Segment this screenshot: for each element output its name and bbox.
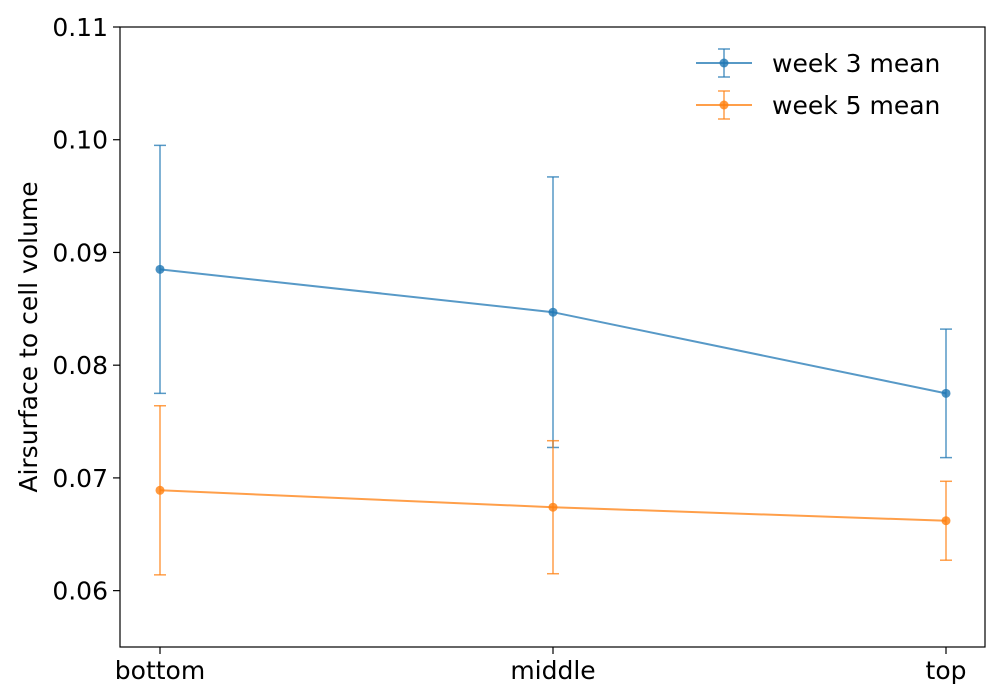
data-point bbox=[941, 388, 951, 398]
data-point bbox=[155, 485, 165, 495]
y-tick-label: 0.06 bbox=[52, 577, 108, 606]
y-tick-label: 0.10 bbox=[52, 126, 108, 155]
legend-marker bbox=[719, 100, 729, 110]
y-tick-label: 0.11 bbox=[52, 13, 108, 42]
legend-label: week 3 mean bbox=[772, 49, 940, 78]
series-1 bbox=[154, 144, 952, 459]
series-2 bbox=[154, 405, 952, 576]
x-tick-label: top bbox=[926, 656, 967, 685]
y-axis-label: Airsurface to cell volume bbox=[14, 181, 43, 492]
legend-marker bbox=[719, 58, 729, 68]
data-point bbox=[548, 502, 558, 512]
legend-label: week 5 mean bbox=[772, 91, 940, 120]
axes: 0.06 0.07 0.08 0.09 0.10 0.11 bottom middle top bbox=[52, 13, 986, 685]
y-tick-label: 0.07 bbox=[52, 464, 108, 493]
y-tick-label: 0.09 bbox=[52, 238, 108, 267]
data-point bbox=[941, 516, 951, 526]
x-tick-label: bottom bbox=[115, 656, 205, 685]
x-tick-label: middle bbox=[510, 656, 595, 685]
plot-area bbox=[154, 144, 952, 576]
y-tick-label: 0.08 bbox=[52, 351, 108, 380]
data-point bbox=[155, 264, 165, 274]
data-point bbox=[548, 307, 558, 317]
legend-entry-1: week 3 mean bbox=[696, 48, 940, 78]
legend: week 3 mean week 5 mean bbox=[696, 48, 940, 120]
legend-entry-2: week 5 mean bbox=[696, 90, 940, 120]
